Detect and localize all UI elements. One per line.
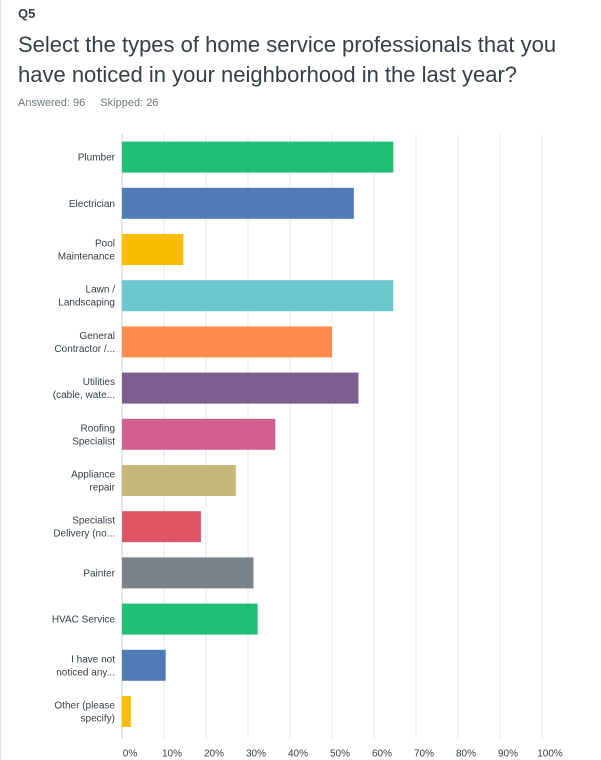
category-label: Painter <box>83 568 115 579</box>
x-tick-label: 10% <box>162 749 182 760</box>
category-label: Electrician <box>69 199 115 210</box>
x-tick-label: 60% <box>372 749 392 760</box>
category-label: General <box>79 331 115 342</box>
bar[interactable] <box>122 511 201 543</box>
category-label: Contractor /... <box>54 344 115 355</box>
x-tick-label: 20% <box>204 749 224 760</box>
bar[interactable] <box>122 326 332 358</box>
category-label: Delivery (no... <box>53 529 115 540</box>
question-title: Select the types of home service profess… <box>18 32 557 87</box>
x-tick-label: 40% <box>288 749 308 760</box>
bar[interactable] <box>122 187 354 219</box>
category-label: Other (please <box>54 701 115 712</box>
bar[interactable] <box>122 418 276 450</box>
category-label: repair <box>89 483 115 494</box>
category-label: Specialist <box>72 516 115 527</box>
category-label: Appliance <box>71 470 115 481</box>
category-label: Utilities <box>83 377 115 388</box>
x-tick-label: 80% <box>456 749 476 760</box>
category-label: noticed any... <box>56 667 115 678</box>
chart-category-labels: Plumber Electrician Pool Maintenance Lawn / L… <box>52 153 116 725</box>
chart-bars <box>122 141 394 727</box>
bar[interactable] <box>122 696 131 727</box>
x-tick-label: 90% <box>498 749 518 760</box>
category-label: Pool <box>95 239 115 250</box>
bar[interactable] <box>122 372 359 404</box>
x-tick-label: 100% <box>537 749 563 760</box>
x-tick-label: 70% <box>414 749 434 760</box>
bar[interactable] <box>122 603 258 635</box>
category-label: Landscaping <box>58 298 115 309</box>
category-label: Maintenance <box>58 252 116 263</box>
bar[interactable] <box>122 465 236 496</box>
category-label: Plumber <box>78 153 116 164</box>
category-label: Roofing <box>81 423 115 434</box>
bar[interactable] <box>122 649 166 681</box>
question-number: Q5 <box>18 6 36 21</box>
answered-count: Answered: 96 <box>18 97 86 109</box>
category-label: Specialist <box>72 436 115 447</box>
x-tick-label: 30% <box>246 749 266 760</box>
bar[interactable] <box>122 234 184 265</box>
category-label: specify) <box>81 714 115 725</box>
category-label: (cable, wate... <box>53 390 115 401</box>
bar[interactable] <box>122 557 254 589</box>
skipped-count: Skipped: 26 <box>100 97 159 109</box>
category-label: Lawn / <box>86 285 116 296</box>
chart-axis-ticks: 0% 10% 20% 30% 40% 50% 60% 70% 80% 90% 100% <box>123 749 563 760</box>
category-label: I have not <box>71 654 115 665</box>
category-label: HVAC Service <box>52 615 116 626</box>
x-tick-label: 0% <box>123 749 138 760</box>
bar[interactable] <box>122 280 394 312</box>
x-tick-label: 50% <box>330 749 350 760</box>
bar[interactable] <box>122 141 394 173</box>
response-stats: Answered: 96 Skipped: 26 <box>18 97 170 109</box>
